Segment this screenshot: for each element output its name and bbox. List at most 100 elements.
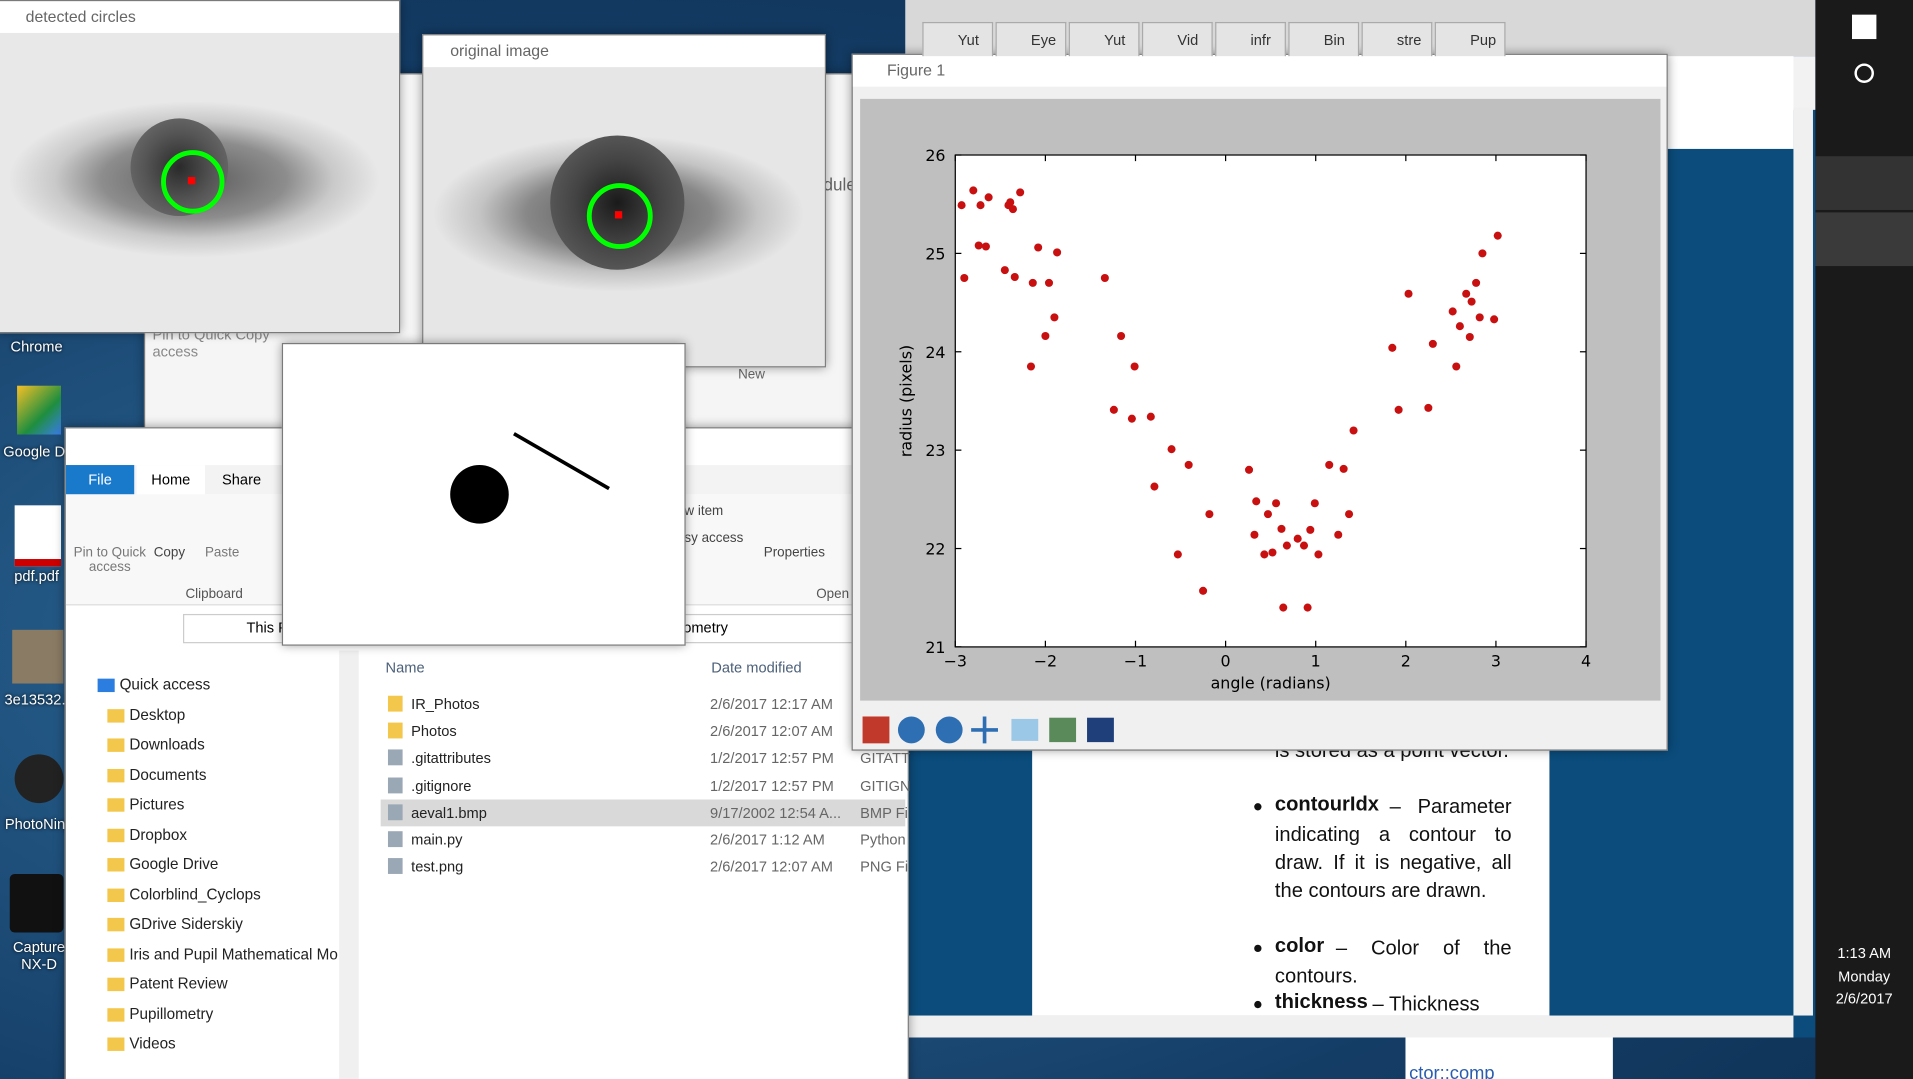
taskbar-app[interactable]	[1815, 156, 1913, 210]
command[interactable]: sy access	[684, 530, 744, 546]
desktop-icon-label[interactable]: Chrome	[10, 338, 63, 356]
file-date[interactable]: 1/2/2017 12:57 PM	[710, 749, 834, 768]
clock-day[interactable]: Monday	[1838, 967, 1891, 986]
ribbon-tab[interactable]: Home	[136, 465, 205, 495]
nav-item[interactable]: Documents	[129, 765, 207, 784]
nav-header[interactable]: Quick access	[119, 676, 211, 694]
file-type[interactable]: BMP Fi	[860, 804, 908, 822]
file-date[interactable]: 2/6/2017 12:17 AM	[710, 695, 833, 713]
point	[1016, 188, 1025, 197]
nav-item[interactable]: GDrive Siderskiy	[129, 915, 243, 933]
ribbon-tab[interactable]: Share	[222, 471, 262, 489]
point	[1325, 460, 1334, 469]
command[interactable]: Properties	[763, 545, 825, 561]
file-name[interactable]: .gitattributes	[411, 749, 491, 768]
scrollbar[interactable]	[905, 1015, 1794, 1038]
file-name[interactable]: aeval1.bmp	[411, 804, 487, 822]
column-header[interactable]: Date modified	[711, 659, 802, 677]
desktop-icon-label[interactable]: PhotoNinj	[4, 815, 69, 833]
nav-item[interactable]: Pupillometry	[129, 1005, 214, 1023]
point	[1272, 499, 1281, 508]
clock-date[interactable]: 2/6/2017	[1835, 989, 1893, 1007]
file-date[interactable]: 9/17/2002 12:54 A...	[710, 804, 842, 822]
save-button[interactable]	[1087, 717, 1114, 743]
home-button[interactable]	[862, 716, 890, 744]
center-marker	[614, 211, 623, 219]
zoom-button[interactable]	[1011, 718, 1039, 741]
file-date[interactable]: 2/6/2017 1:12 AM	[710, 831, 825, 849]
browser-tab[interactable]: Yut	[1068, 21, 1140, 57]
icon	[14, 505, 62, 567]
file-name[interactable]: main.py	[411, 831, 463, 849]
point	[1339, 464, 1348, 473]
figure-window: Figure 1 −3 −2 −1 0 1 2 3 4 21 22 23 24 25 26 angle (r…	[851, 53, 1668, 751]
clock-time[interactable]: 1:13 AM	[1837, 944, 1892, 962]
file-icon	[387, 858, 403, 875]
ribbon-tab[interactable]: File	[65, 465, 135, 495]
point	[1349, 426, 1358, 435]
nav-item[interactable]: Downloads	[129, 736, 205, 754]
taskbar-app[interactable]	[1815, 212, 1913, 267]
desktop-icon-label[interactable]: 3e13532.j	[4, 690, 69, 708]
desktop-icon-label[interactable]: Google Dr	[3, 443, 70, 461]
point	[1303, 603, 1312, 612]
point	[1150, 482, 1159, 491]
path-segment[interactable]: ometry	[683, 618, 728, 636]
scrollbar[interactable]	[339, 650, 359, 1079]
y-tick-label: 25	[925, 244, 945, 263]
file-type[interactable]: GITATT	[860, 749, 911, 768]
browser-tab[interactable]: Eye	[995, 21, 1067, 57]
pan-button[interactable]	[971, 716, 998, 744]
subplots-button[interactable]	[1049, 717, 1077, 743]
search-button[interactable]	[1854, 63, 1874, 84]
start-button[interactable]	[1852, 14, 1877, 40]
point	[960, 273, 969, 283]
file-date[interactable]: 2/6/2017 12:07 AM	[710, 858, 833, 876]
column-header[interactable]: Name	[385, 659, 425, 677]
point	[1306, 525, 1315, 534]
browser-tab[interactable]: Yut	[922, 21, 994, 57]
file-date[interactable]: 1/2/2017 12:57 PM	[710, 777, 834, 795]
file-type[interactable]: GITIGN	[860, 777, 911, 795]
doc-term: thickness	[1274, 991, 1368, 1014]
browser-tab[interactable]: stre	[1361, 21, 1433, 57]
file-date[interactable]: 2/6/2017 12:07 AM	[710, 722, 833, 740]
nav-item[interactable]: Pictures	[129, 795, 185, 813]
nav-item[interactable]: Videos	[129, 1035, 176, 1053]
nav-item[interactable]: Google Drive	[129, 855, 219, 873]
browser-tab[interactable]: Vid	[1141, 21, 1213, 57]
browser-tab[interactable]: infr	[1215, 21, 1286, 57]
command[interactable]: Copy	[153, 545, 186, 561]
point	[1293, 534, 1302, 543]
file-name[interactable]: test.png	[411, 858, 464, 876]
nav-item[interactable]: Desktop	[129, 706, 186, 724]
bullet	[1254, 944, 1262, 953]
command[interactable]: Pin to Quick access	[73, 545, 146, 575]
doc-text: ctor::comp	[1409, 1063, 1495, 1079]
x-tick-label: 3	[1491, 651, 1501, 670]
file-type[interactable]: PNG Fi	[860, 858, 909, 876]
nav-item[interactable]: Patent Review	[129, 975, 228, 993]
file-name[interactable]: IR_Photos	[411, 695, 480, 713]
desktop-icon-label[interactable]: pdf.pdf	[14, 567, 59, 585]
file-name[interactable]: Photos	[411, 722, 457, 740]
x-tick-label: −2	[1034, 651, 1057, 670]
nav-item[interactable]: Iris and Pupil Mathematical Mo	[129, 945, 338, 963]
command[interactable]: w item	[684, 504, 724, 519]
nav-item[interactable]: Dropbox	[129, 825, 187, 843]
folder-icon	[107, 798, 125, 812]
desktop-icon-label[interactable]: Capture NX-D	[12, 938, 66, 973]
browser-tab[interactable]: Pup	[1434, 21, 1506, 57]
window-title: original image	[450, 41, 549, 60]
scrollbar[interactable]	[1793, 107, 1813, 1016]
path-segment[interactable]: This P	[246, 618, 288, 636]
group-label: Clipboard	[185, 587, 243, 602]
file-name[interactable]: .gitignore	[411, 777, 472, 795]
back-button[interactable]	[897, 716, 925, 744]
group-label: New	[738, 367, 765, 383]
nav-item[interactable]: Colorblind_Cyclops	[129, 885, 261, 903]
file-type[interactable]: Python	[860, 831, 906, 849]
browser-tab[interactable]: Bin	[1288, 21, 1360, 57]
command[interactable]: Paste	[204, 545, 240, 561]
forward-button[interactable]	[935, 716, 963, 744]
